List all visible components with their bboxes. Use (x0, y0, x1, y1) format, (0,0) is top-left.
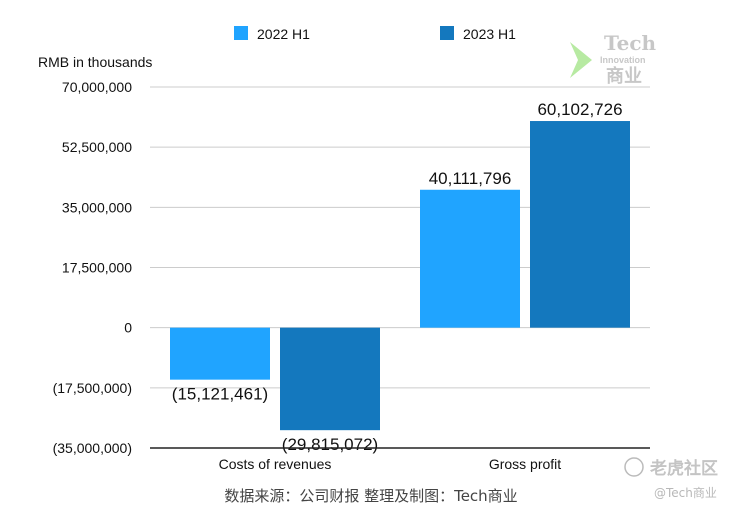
bar-2023-h1-1 (530, 121, 630, 328)
y-tick-label: 52,500,000 (62, 139, 132, 155)
watermark-site-text: 老虎社区 (649, 458, 718, 479)
bar-2022-h1-0 (170, 327, 270, 380)
watermark-handle-text: @Tech商业 (654, 485, 717, 500)
logo-text-tech: Tech (604, 31, 656, 55)
bars-layer (170, 121, 630, 431)
legend: 2022 H1 2023 H1 (234, 26, 516, 42)
legend-label-2023-h1: 2023 H1 (463, 26, 516, 42)
data-labels-layer: (15,121,461) (29,815,072) 40,111,796 60,102… (172, 100, 623, 454)
community-watermark: 老虎社区 @Tech商业 (624, 457, 718, 500)
y-tick-label: 35,000,000 (62, 199, 132, 215)
legend-swatch-2022-h1 (234, 26, 248, 40)
y-tick-label: 17,500,000 (62, 260, 132, 276)
source-text: 数据来源：公司财报 整理及制图：Tech商业 (224, 487, 517, 505)
axis-layer: 70,000,000 52,500,000 35,000,000 17,500,000… (53, 79, 650, 472)
y-tick-label: (17,500,000) (53, 380, 132, 396)
x-tick-label: Gross profit (489, 456, 561, 472)
bar-2023-h1-0 (280, 327, 380, 431)
tech-innovation-logo: Tech Innovation 商业 (570, 31, 656, 87)
data-label: (15,121,461) (172, 385, 268, 404)
y-tick-label: 70,000,000 (62, 79, 132, 95)
y-axis-title: RMB in thousands (38, 54, 152, 70)
logo-text-shangye: 商业 (606, 65, 642, 87)
legend-label-2022-h1: 2022 H1 (257, 26, 310, 42)
legend-swatch-2023-h1 (440, 26, 454, 40)
y-tick-label: 0 (124, 320, 132, 336)
data-label: 60,102,726 (537, 100, 622, 119)
data-label: 40,111,796 (429, 169, 512, 188)
bar-2022-h1-1 (420, 189, 520, 328)
data-label: (29,815,072) (282, 435, 378, 454)
watermark-logo-icon (624, 457, 644, 477)
logo-arrow-icon (570, 42, 592, 78)
x-tick-label: Costs of revenues (219, 456, 332, 472)
logo-text-innovation: Innovation (600, 55, 646, 65)
y-tick-label: (35,000,000) (53, 440, 132, 456)
